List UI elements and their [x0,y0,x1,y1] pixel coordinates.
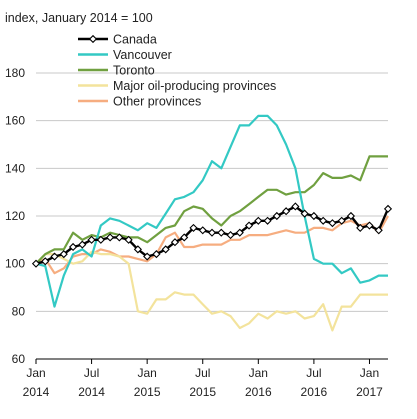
x-tick-label-month: Jan [249,366,268,380]
data-point [254,216,263,225]
legend-label-other-provinces: Other provinces [113,95,201,109]
data-point [263,216,272,225]
data-point [309,211,318,221]
x-tick-label-month: Jul [84,366,99,380]
data-point [356,223,365,232]
data-point [198,226,207,235]
data-point [170,238,180,247]
legend-label-vancouver: Vancouver [113,48,172,62]
data-point [217,228,226,237]
data-point [152,250,161,259]
x-tick-label-year: 2016 [301,385,328,399]
x-tick-label-year: 2017 [356,385,383,399]
x-tick-label-month: Jul [306,366,321,380]
data-point [31,259,41,268]
legend-label-major-oil-producing-provinces: Major oil-producing provinces [113,79,276,93]
data-point [87,235,96,244]
data-point [115,233,124,242]
series-lines [31,114,393,332]
x-tick-label-year: 2015 [189,385,216,399]
data-point [78,240,87,249]
data-point [282,207,291,216]
legend-marker [88,34,98,44]
data-point [59,250,68,259]
y-tick-label: 80 [12,304,26,318]
data-point [96,235,105,244]
x-tick-label-year: 2015 [134,385,161,399]
x-tick-label-month: Jan [26,366,45,380]
legend-label-canada: Canada [113,33,157,47]
series-line-major-oil-producing-provinces [35,250,388,332]
data-point [365,221,374,230]
data-point [235,228,244,237]
x-tick-label-month: Jan [360,366,379,380]
data-point [328,219,337,228]
y-tick-label: 140 [5,161,25,175]
data-point [133,245,142,254]
legend-label-toronto: Toronto [113,64,155,78]
y-axis-label: index, January 2014 = 100 [5,11,153,25]
data-point [272,211,281,221]
data-point [189,223,198,232]
x-tick-label-month: Jul [195,366,210,380]
data-point [161,245,170,254]
data-point [383,204,393,213]
data-point [319,216,328,225]
data-point [244,221,254,230]
x-tick-label-year: 2016 [245,385,272,399]
data-point [300,209,309,218]
data-point [180,233,189,242]
data-point [124,235,133,244]
data-point [50,252,59,261]
data-point [207,228,217,237]
y-tick-label: 100 [5,257,25,271]
y-tick-label: 60 [12,352,26,366]
y-tick-label: 120 [5,209,25,223]
data-point [337,216,346,225]
data-point [346,211,356,221]
x-axis: Jan 2014 Jul 2014 Jan 2015 Jul 2015 Jan 2016 Jul 20… [23,358,388,399]
data-point [226,230,235,240]
gridlines [36,72,388,312]
x-tick-label-year: 2014 [78,385,105,399]
x-tick-label-month: Jan [137,366,156,380]
series-line-vancouver [35,114,388,308]
data-point [106,233,115,242]
series-line-toronto [35,155,388,265]
y-tick-labels: 60 80 100 120 140 160 180 [5,66,25,366]
data-point [41,257,50,266]
data-point [143,252,152,261]
y-tick-label: 180 [5,66,25,80]
series-line-other-provinces [35,215,389,275]
data-point [68,242,78,252]
data-point [291,202,300,211]
data-point [374,226,383,235]
y-tick-label: 160 [5,114,25,128]
x-tick-label-year: 2014 [23,385,50,399]
